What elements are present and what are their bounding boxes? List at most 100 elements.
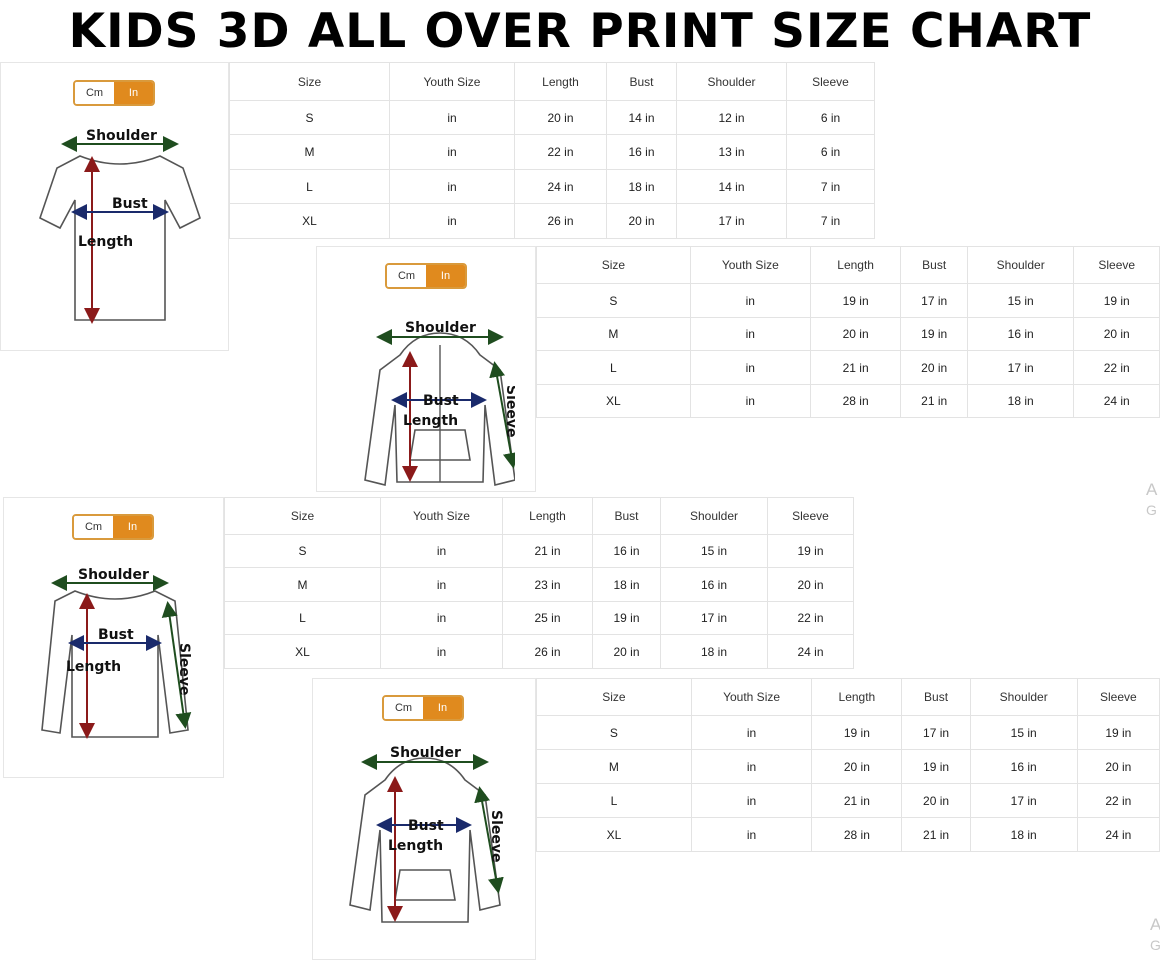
table-cell: 14 in xyxy=(606,100,677,135)
table-cell: in xyxy=(389,100,515,135)
table-cell: L xyxy=(536,783,692,818)
table-cell: in xyxy=(689,350,811,385)
table-cell: in xyxy=(380,567,503,602)
table-cell: 20 in xyxy=(811,749,903,784)
column-header: Bust xyxy=(900,246,968,284)
table-cell: 19 in xyxy=(592,601,661,635)
table-cell: S xyxy=(224,534,381,568)
table-cell: 23 in xyxy=(502,567,593,602)
column-header: Shoulder xyxy=(969,678,1078,716)
unit-toggle[interactable]: Cm In xyxy=(385,263,467,289)
column-header: Shoulder xyxy=(966,246,1075,284)
sleeve-label: Sleeve xyxy=(176,643,192,696)
length-label: Length xyxy=(78,234,133,250)
shoulder-label: Shoulder xyxy=(86,128,157,144)
table-cell: XL xyxy=(224,634,381,669)
pullover-hoodie-diagram: Shoulder Bust Length Sleeve xyxy=(340,740,520,935)
shoulder-label: Shoulder xyxy=(390,745,461,761)
long-sleeve-outline xyxy=(41,590,189,738)
table-cell: XL xyxy=(536,817,692,852)
column-header: Size xyxy=(536,678,692,716)
unit-toggle[interactable]: Cm In xyxy=(73,80,155,106)
table-cell: L xyxy=(536,350,691,385)
table-cell: S xyxy=(536,715,692,750)
table-cell: 16 in xyxy=(966,317,1075,351)
length-label: Length xyxy=(403,413,458,429)
length-label: Length xyxy=(388,838,443,854)
column-header: Bust xyxy=(592,497,661,535)
table-cell: 19 in xyxy=(900,317,968,351)
length-label: Length xyxy=(66,659,121,675)
unit-in-option[interactable]: In xyxy=(426,265,465,287)
table-cell: 21 in xyxy=(900,384,968,418)
shoulder-label: Shoulder xyxy=(78,567,149,583)
table-cell: in xyxy=(690,715,813,750)
table-cell: 7 in xyxy=(786,169,875,204)
column-header: Size xyxy=(224,497,381,535)
table-cell: 18 in xyxy=(966,384,1075,418)
column-header: Length xyxy=(811,678,903,716)
table-cell: 19 in xyxy=(1076,715,1160,750)
unit-in-option[interactable]: In xyxy=(423,697,462,719)
unit-cm-option[interactable]: Cm xyxy=(387,265,426,287)
table-cell: 22 in xyxy=(1073,350,1160,385)
table-cell: 24 in xyxy=(514,169,607,204)
table-cell: in xyxy=(690,817,813,852)
unit-in-option[interactable]: In xyxy=(113,516,152,538)
table-cell: S xyxy=(536,283,691,318)
page-title: KIDS 3D ALL OVER PRINT SIZE CHART xyxy=(68,4,1092,59)
table-cell: 17 in xyxy=(969,783,1078,818)
table-header-row: Size Youth Size Length Bust Shoulder Sleeve xyxy=(224,497,854,535)
table-cell: in xyxy=(380,634,503,669)
column-header: Sleeve xyxy=(1076,678,1160,716)
table-cell: 19 in xyxy=(811,715,903,750)
table-cell: 15 in xyxy=(660,534,768,568)
table-cell: in xyxy=(380,534,503,568)
table-cell: 20 in xyxy=(1076,749,1160,784)
unit-cm-option[interactable]: Cm xyxy=(74,516,113,538)
table-cell: 28 in xyxy=(811,817,903,852)
table-cell: 20 in xyxy=(809,317,902,351)
column-header: Youth Size xyxy=(690,678,813,716)
table-cell: XL xyxy=(229,203,390,239)
bust-label: Bust xyxy=(423,393,459,409)
table-cell: 20 in xyxy=(767,567,854,602)
table-cell: in xyxy=(389,134,515,170)
table-cell: 20 in xyxy=(514,100,607,135)
table-cell: in xyxy=(689,384,811,418)
table-cell: M xyxy=(229,134,390,170)
table-cell: 16 in xyxy=(606,134,677,170)
unit-toggle[interactable]: Cm In xyxy=(72,514,154,540)
table-cell: 19 in xyxy=(767,534,854,568)
table-header-row: Size Youth Size Length Bust Shoulder Sleeve xyxy=(229,62,875,101)
table-cell: L xyxy=(229,169,390,204)
table-cell: 6 in xyxy=(786,134,875,170)
column-header: Sleeve xyxy=(1073,246,1160,284)
watermark-line2: G xyxy=(1146,502,1157,518)
unit-toggle[interactable]: Cm In xyxy=(382,695,464,721)
table-cell: 17 in xyxy=(660,601,768,635)
table-cell: 21 in xyxy=(811,783,903,818)
unit-cm-option[interactable]: Cm xyxy=(75,82,114,104)
table-cell: 28 in xyxy=(809,384,902,418)
table-cell: 17 in xyxy=(900,283,968,318)
bust-label: Bust xyxy=(112,196,148,212)
watermark-line1: A xyxy=(1150,915,1160,934)
table-cell: 22 in xyxy=(514,134,607,170)
table-cell: 13 in xyxy=(676,134,787,170)
table-cell: 15 in xyxy=(966,283,1075,318)
unit-cm-option[interactable]: Cm xyxy=(384,697,423,719)
table-cell: in xyxy=(689,317,811,351)
unit-in-option[interactable]: In xyxy=(114,82,153,104)
table-cell: 18 in xyxy=(969,817,1078,852)
